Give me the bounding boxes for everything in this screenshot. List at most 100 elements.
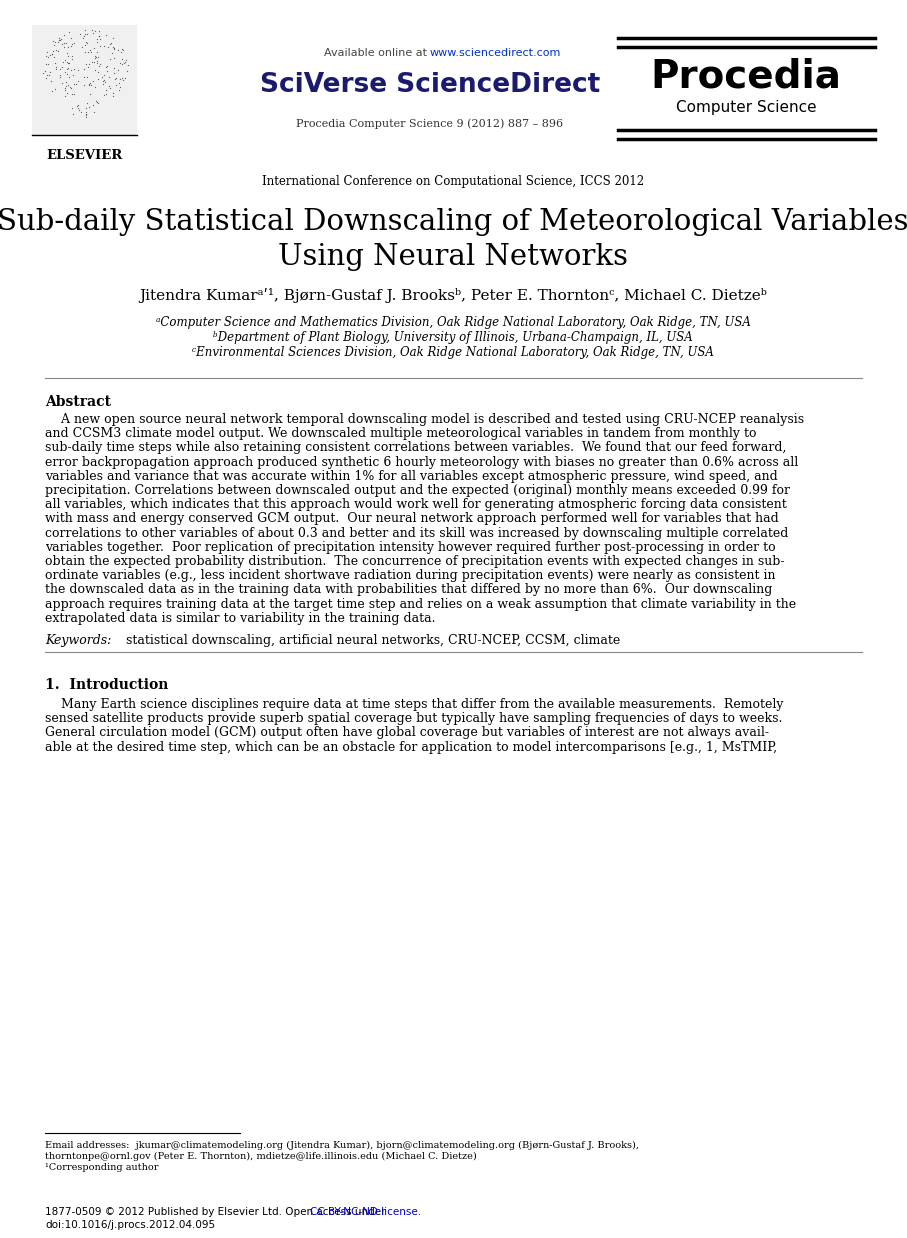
Point (105, 37, 120, 57)
Point (94, 67, 109, 87)
Text: statistical downscaling, artificial neural networks, CRU-NCEP, CCSM, climate: statistical downscaling, artificial neur… (118, 634, 620, 647)
Point (39, 68, 54, 88)
Point (63, 77, 77, 97)
Point (71, 59, 85, 79)
Point (107, 69, 122, 89)
Point (120, 62, 134, 82)
Point (51, 32, 65, 52)
Text: Email addresses:  jkumar@climatemodeling.org (Jitendra Kumar), bjorn@climatemode: Email addresses: jkumar@climatemodeling.… (45, 1141, 639, 1150)
Point (60, 83, 74, 103)
Point (81, 57, 95, 77)
Point (65, 50, 80, 69)
Point (78, 32, 93, 52)
Point (91, 93, 105, 113)
Point (54, 30, 68, 50)
Point (82, 98, 96, 118)
Point (61, 76, 75, 95)
Text: Sub-daily Statistical Downscaling of Meteorological Variables: Sub-daily Statistical Downscaling of Met… (0, 208, 907, 236)
Point (84, 20, 99, 40)
Point (116, 53, 131, 73)
Point (82, 74, 96, 94)
Point (97, 72, 112, 92)
Point (96, 36, 111, 56)
Point (116, 71, 131, 90)
Text: ordinate variables (e.g., less incident shortwave radiation during precipitation: ordinate variables (e.g., less incident … (45, 569, 775, 582)
Text: Available online at: Available online at (324, 48, 430, 58)
Point (90, 32, 104, 52)
Point (95, 72, 110, 92)
Text: with mass and energy conserved GCM output.  Our neural network approach performe: with mass and energy conserved GCM outpu… (45, 513, 779, 525)
Point (103, 78, 118, 98)
Point (60, 64, 74, 84)
Text: www.sciencedirect.com: www.sciencedirect.com (430, 48, 561, 58)
Point (46, 42, 61, 62)
Point (79, 108, 93, 128)
Text: error backpropagation approach produced synthetic 6 hourly meteorology with bias: error backpropagation approach produced … (45, 456, 798, 469)
Point (92, 21, 106, 41)
Point (99, 61, 113, 80)
Point (91, 62, 105, 82)
Point (114, 50, 129, 69)
Point (109, 68, 123, 88)
Point (63, 53, 77, 73)
Point (121, 54, 135, 74)
Point (41, 54, 55, 74)
Point (88, 21, 102, 41)
Point (59, 52, 73, 72)
Point (44, 71, 58, 90)
Point (66, 33, 81, 53)
Point (92, 26, 106, 46)
Point (52, 28, 66, 48)
Point (107, 48, 122, 68)
Point (56, 25, 71, 45)
Point (69, 74, 83, 94)
Point (112, 80, 127, 100)
Point (45, 82, 60, 102)
Point (96, 74, 111, 94)
Point (107, 40, 122, 59)
Point (41, 47, 55, 67)
Point (60, 59, 74, 79)
Point (103, 33, 118, 53)
Point (82, 76, 96, 95)
Text: A new open source neural network temporal downscaling model is described and tes: A new open source neural network tempora… (45, 413, 805, 426)
Point (57, 37, 72, 57)
Point (99, 57, 113, 77)
Point (35, 63, 50, 83)
Point (38, 61, 53, 80)
Point (99, 80, 113, 100)
Point (88, 59, 102, 79)
Text: ᶜEnvironmental Sciences Division, Oak Ridge National Laboratory, Oak Ridge, TN, : ᶜEnvironmental Sciences Division, Oak Ri… (192, 345, 714, 359)
Point (109, 76, 123, 95)
Point (96, 66, 111, 85)
Point (62, 68, 76, 88)
Point (70, 95, 84, 115)
Point (48, 41, 63, 61)
Point (86, 103, 101, 123)
Text: General circulation model (GCM) output often have global coverage but variables : General circulation model (GCM) output o… (45, 727, 769, 739)
Text: correlations to other variables of about 0.3 and better and its skill was increa: correlations to other variables of about… (45, 526, 788, 540)
Text: obtain the expected probability distribution.  The concurrence of precipitation : obtain the expected probability distribu… (45, 555, 785, 568)
Text: able at the desired time step, which can be an obstacle for application to model: able at the desired time step, which can… (45, 740, 777, 754)
Point (106, 83, 121, 103)
Point (84, 52, 99, 72)
Point (90, 51, 104, 71)
Point (47, 53, 62, 73)
Bar (32, 25, 137, 135)
Point (71, 95, 85, 115)
Point (76, 59, 91, 79)
Point (104, 43, 119, 63)
Point (83, 40, 98, 59)
Point (57, 51, 72, 71)
Point (45, 45, 60, 64)
Point (79, 104, 93, 124)
Text: approach requires training data at the target time step and relies on a weak ass: approach requires training data at the t… (45, 598, 796, 610)
Point (82, 54, 96, 74)
Text: thorntonpe@ornl.gov (Peter E. Thornton), mdietze@life.illinois.edu (Michael C. D: thorntonpe@ornl.gov (Peter E. Thornton),… (45, 1153, 477, 1161)
Point (86, 95, 101, 115)
Point (64, 98, 79, 118)
Point (63, 36, 78, 56)
Point (79, 54, 93, 74)
Point (80, 25, 94, 45)
Point (43, 46, 57, 66)
